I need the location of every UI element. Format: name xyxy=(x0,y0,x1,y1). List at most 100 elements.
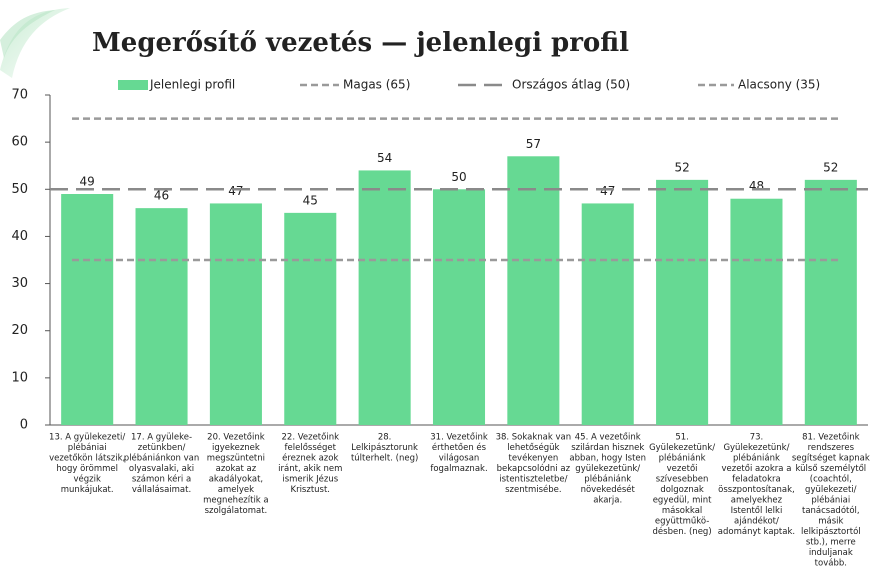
x-tick-label: összpontosítanak, xyxy=(718,485,795,495)
bar xyxy=(284,213,336,425)
bar xyxy=(582,203,634,425)
x-tick-label: Lelkipásztorunk xyxy=(351,443,418,453)
x-tick-label: hogy örömmel xyxy=(56,464,118,474)
bar xyxy=(61,194,113,425)
x-tick-label: 22. Vezetőink xyxy=(282,433,340,443)
bar xyxy=(507,156,559,425)
x-tick-label: olyasvalaki, aki xyxy=(129,464,194,474)
bar xyxy=(210,203,262,425)
x-tick-label: vezetői xyxy=(667,464,698,474)
bar xyxy=(433,189,485,425)
x-tick-label: megszüntetni xyxy=(207,454,265,464)
x-tick-label: akarja. xyxy=(593,496,622,506)
x-tick-label: Istentől lelki xyxy=(731,506,783,516)
y-tick-label: 70 xyxy=(11,88,28,103)
x-tick-label: induljanak xyxy=(809,548,853,558)
x-tick-label: bekapcsolódni az xyxy=(497,463,571,474)
x-tick-label: tovább. xyxy=(815,559,847,569)
x-tick-label: Krisztust. xyxy=(291,485,331,495)
y-tick-label: 40 xyxy=(11,229,28,244)
x-tick-label: 28. xyxy=(378,433,392,443)
x-tick-label: együttműkö- xyxy=(655,517,709,527)
bar xyxy=(136,208,188,425)
data-label: 45 xyxy=(303,193,318,207)
x-tick-label: egyedül, mint xyxy=(653,496,712,506)
legend-label: Országos átlag (50) xyxy=(512,78,630,92)
x-tick-label: segítséget kapnak xyxy=(792,453,870,464)
bar xyxy=(730,199,782,425)
x-tick-label: 51. xyxy=(675,433,689,443)
x-tick-label: szívesebben xyxy=(656,475,709,485)
x-tick-label: 45. A vezetőink xyxy=(575,433,641,443)
x-tick-label: éreznek azok xyxy=(282,453,338,464)
bar xyxy=(656,180,708,425)
y-tick-label: 20 xyxy=(11,323,28,338)
x-tick-label: plébániai xyxy=(68,442,107,453)
x-tick-label: végzik xyxy=(73,474,100,485)
y-tick-label: 30 xyxy=(11,276,28,291)
x-tick-label: felelősséget xyxy=(285,442,337,453)
x-tick-label: vezetőkön látszik, xyxy=(49,454,125,464)
x-tick-label: akadályokat, xyxy=(209,475,263,485)
data-label: 52 xyxy=(823,160,838,174)
x-tick-label: 20. Vezetőink xyxy=(207,433,265,443)
x-tick-label: lehetőségük xyxy=(507,442,559,453)
x-tick-label: dolgoznak xyxy=(660,485,704,495)
x-tick-label: másokkal xyxy=(662,506,702,516)
x-tick-label: adományt kaptak. xyxy=(718,527,795,537)
x-tick-label: érthetően és xyxy=(432,442,487,453)
legend-label: Jelenlegi profil xyxy=(149,78,235,92)
x-tick-label: tevékenyen xyxy=(509,453,559,464)
data-label: 48 xyxy=(749,179,764,193)
legend-swatch xyxy=(118,80,148,90)
legend-label: Magas (65) xyxy=(343,78,410,92)
x-tick-label: feladatokra xyxy=(732,475,781,485)
x-tick-label: másik xyxy=(818,517,843,527)
x-tick-label: gyülekezeti/ xyxy=(805,485,857,495)
x-tick-label: amelyek xyxy=(218,485,254,495)
x-tick-label: iránt, akik nem xyxy=(278,464,342,474)
data-label: 54 xyxy=(377,151,392,165)
x-tick-label: tanácsadótól, xyxy=(802,505,860,516)
x-tick-label: vállalásaimat. xyxy=(132,485,191,495)
chart: Megerősítő vezetés — jelenlegi profil 01… xyxy=(0,0,875,584)
x-tick-label: (coachtól, xyxy=(810,474,852,485)
data-label: 50 xyxy=(451,170,466,184)
x-tick-label: világosan xyxy=(439,454,480,464)
bar xyxy=(359,170,411,425)
y-tick-label: 10 xyxy=(11,370,28,385)
x-tick-label: Gyülekezetünk/ xyxy=(649,443,715,453)
x-tick-label: gyülekezetünk/ xyxy=(575,464,640,474)
y-tick-label: 0 xyxy=(20,418,28,433)
x-tick-label: rendszeres xyxy=(808,443,855,453)
data-label: 47 xyxy=(600,184,615,198)
data-label: 52 xyxy=(674,160,689,174)
data-label: 49 xyxy=(80,175,95,189)
y-tick-label: 60 xyxy=(11,135,28,150)
legend-label: Alacsony (35) xyxy=(738,78,820,92)
x-tick-label: 81. Vezetőink xyxy=(802,433,860,443)
x-tick-label: szilárdan hisznek xyxy=(571,443,644,453)
x-tick-label: növekedését xyxy=(581,484,636,495)
x-tick-label: szentmisébe. xyxy=(505,484,561,495)
x-tick-label: plébániánk xyxy=(584,474,631,485)
x-tick-label: istentiszteletbe/ xyxy=(499,475,567,485)
x-tick-label: azokat az xyxy=(216,464,257,474)
bar xyxy=(805,180,857,425)
x-tick-label: vezetői azokra a xyxy=(721,464,791,474)
x-tick-label: amelyekhez xyxy=(731,496,783,506)
x-tick-label: 13. A gyülekezeti/ xyxy=(49,433,125,443)
x-tick-label: 17. A gyüleke- xyxy=(131,433,192,443)
x-tick-label: plébániánkon van xyxy=(124,453,199,464)
x-tick-label: 38. Sokaknak van xyxy=(496,433,572,443)
x-tick-label: stb.), merre xyxy=(806,538,856,548)
data-label: 46 xyxy=(154,189,169,203)
x-tick-label: számon kéri a xyxy=(132,474,191,485)
x-tick-label: plébániánk xyxy=(659,453,706,464)
x-tick-label: abban, hogy Isten xyxy=(569,454,646,464)
x-tick-label: plébániánk xyxy=(733,453,780,464)
x-tick-label: ismerik Jézus xyxy=(282,474,338,485)
x-tick-label: zetünkben/ xyxy=(138,443,186,453)
x-tick-label: désben. (neg) xyxy=(653,526,712,537)
y-tick-label: 50 xyxy=(11,182,28,197)
